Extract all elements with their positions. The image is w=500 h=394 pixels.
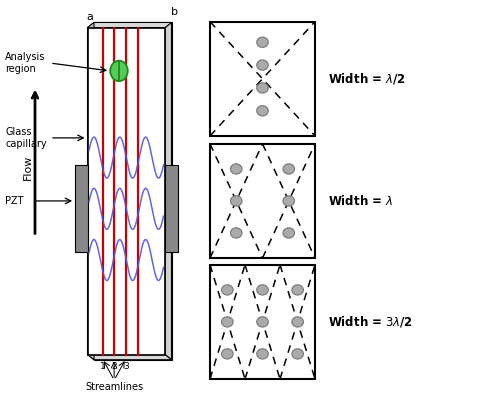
Ellipse shape	[256, 60, 268, 70]
Text: 3: 3	[123, 362, 129, 372]
Text: 1: 1	[100, 362, 105, 372]
Bar	[210, 22, 315, 136]
Bar	[165, 165, 177, 252]
Ellipse shape	[230, 164, 242, 174]
Polygon shape	[165, 22, 172, 360]
Ellipse shape	[256, 83, 268, 93]
Text: Width = $3\lambda$/2: Width = $3\lambda$/2	[328, 314, 412, 329]
Text: b: b	[170, 7, 177, 17]
Text: Width = $\lambda$/2: Width = $\lambda$/2	[328, 71, 405, 86]
Ellipse shape	[256, 37, 268, 47]
Text: a: a	[86, 12, 94, 22]
Ellipse shape	[222, 349, 233, 359]
Bar	[210, 265, 315, 379]
Text: Streamlines: Streamlines	[85, 382, 143, 392]
Bar	[210, 144, 315, 258]
Text: PZT: PZT	[5, 196, 24, 206]
Text: Analysis
region: Analysis region	[5, 52, 46, 74]
Bar	[75, 165, 88, 252]
Ellipse shape	[283, 228, 294, 238]
Polygon shape	[88, 28, 165, 355]
Ellipse shape	[256, 349, 268, 359]
Ellipse shape	[222, 317, 233, 327]
Polygon shape	[88, 355, 172, 360]
Ellipse shape	[256, 285, 268, 295]
Ellipse shape	[256, 106, 268, 116]
Text: Flow: Flow	[22, 155, 32, 180]
Polygon shape	[88, 22, 94, 360]
Ellipse shape	[283, 164, 294, 174]
Text: 2: 2	[111, 362, 117, 372]
Ellipse shape	[292, 285, 304, 295]
Ellipse shape	[283, 196, 294, 206]
Ellipse shape	[292, 349, 304, 359]
Ellipse shape	[222, 285, 233, 295]
Text: Glass
capillary: Glass capillary	[5, 127, 46, 149]
Ellipse shape	[256, 317, 268, 327]
Text: Width = $\lambda$: Width = $\lambda$	[328, 194, 392, 208]
Ellipse shape	[230, 228, 242, 238]
Ellipse shape	[292, 317, 304, 327]
Ellipse shape	[230, 196, 242, 206]
Ellipse shape	[110, 61, 128, 81]
Polygon shape	[88, 22, 172, 28]
Polygon shape	[94, 22, 172, 360]
